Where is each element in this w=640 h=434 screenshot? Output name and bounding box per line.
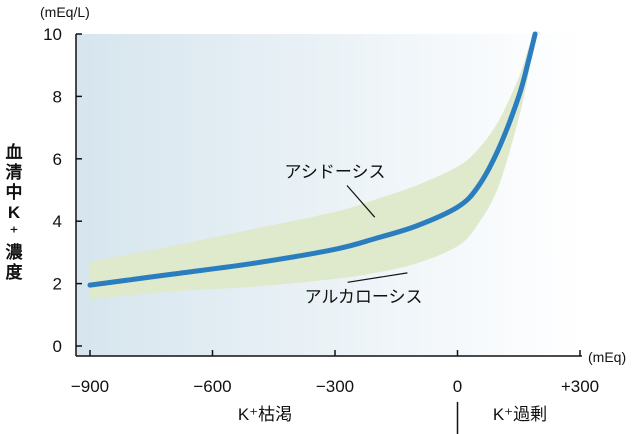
annotation-pointer — [346, 185, 376, 218]
y-tick-label: 10 — [43, 25, 62, 44]
series-line — [87, 31, 538, 288]
y-tick-label: 0 — [53, 337, 62, 356]
x-axis-unit: (mEq) — [588, 349, 626, 365]
y-axis-ticks: 0 2 4 6 8 10 — [43, 25, 82, 356]
x-axis-ticks: −900 −600 −300 0 +300 — [71, 350, 599, 396]
x-tick-label: −900 — [71, 377, 109, 396]
annotation-label: アルカローシス — [305, 287, 423, 306]
plot-background — [76, 34, 582, 356]
x-tick-label: −600 — [193, 377, 231, 396]
axes — [75, 34, 582, 357]
annotation-pointer — [347, 272, 408, 283]
y-tick-label: 6 — [53, 150, 62, 169]
region-label-excess: K⁺過剰 — [493, 405, 547, 424]
y-tick-label: 2 — [53, 275, 62, 294]
x-tick-label: 0 — [453, 377, 462, 396]
x-tick-label: −300 — [316, 377, 354, 396]
region-label-deficit: K⁺枯渇 — [238, 405, 292, 424]
y-axis-label: 血清中 K ⁺濃度 — [6, 142, 24, 282]
y-tick-label: 4 — [53, 212, 62, 231]
annotation-label: アシドーシス — [285, 163, 386, 182]
y-axis-unit: (mEq/L) — [40, 4, 90, 20]
x-tick-label: +300 — [561, 377, 599, 396]
y-tick-label: 8 — [53, 87, 62, 106]
normal-range-band — [90, 31, 542, 300]
